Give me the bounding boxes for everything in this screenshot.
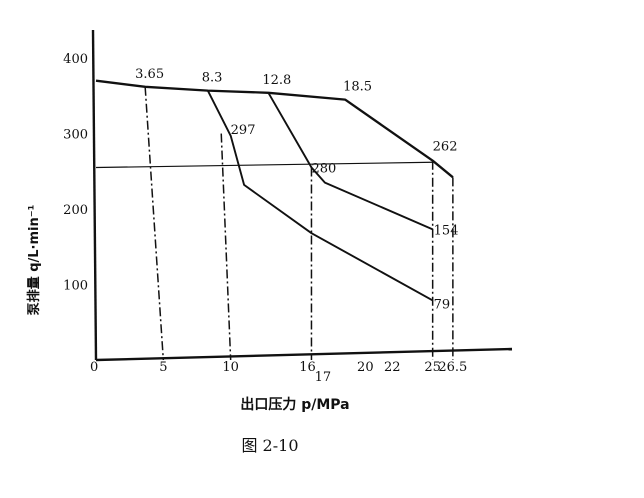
data-label-2: 12.8 [262, 73, 291, 88]
data-label-0: 3.65 [135, 67, 164, 82]
y-tick-label-100: 100 [63, 279, 88, 294]
y-tick-label-200: 200 [63, 203, 88, 218]
data-label-5: 297 [231, 123, 256, 138]
series-line-2 [267, 92, 434, 231]
reference-line-2 [220, 133, 232, 361]
y-tick-label-400: 400 [63, 52, 88, 67]
data-label-6: 280 [311, 162, 336, 177]
x-tick-label-25: 25 [424, 360, 441, 375]
figure-caption: 图 2-10 [241, 436, 298, 455]
x-axis-label: 出口压力 p/MPa [240, 396, 349, 413]
x-tick-label-16: 16 [299, 360, 316, 375]
series-line-1 [206, 90, 434, 302]
x-tick-label-26.5: 26.5 [438, 360, 467, 375]
data-label-8: 79 [434, 297, 451, 312]
y-axis-label: 泵排量 q/L·min⁻¹ [26, 205, 42, 316]
x-axis-line [95, 347, 513, 362]
reference-line-1 [144, 86, 165, 361]
x-tick-label-10: 10 [222, 360, 239, 375]
y-tick-label-300: 300 [63, 128, 88, 143]
data-label-4: 262 [433, 140, 458, 155]
x-tick-label-22: 22 [384, 360, 401, 375]
data-label-3: 18.5 [343, 80, 372, 95]
data-label-7: 154 [434, 223, 459, 238]
x-tick-label-5: 5 [159, 360, 167, 375]
x-tick-label-20: 20 [357, 360, 374, 375]
x-tick-label-0: 0 [90, 360, 98, 375]
x-tick-label-17: 17 [315, 370, 332, 385]
y-axis-line [91, 29, 98, 361]
data-label-1: 8.3 [202, 71, 223, 86]
reference-line-0 [95, 161, 433, 169]
